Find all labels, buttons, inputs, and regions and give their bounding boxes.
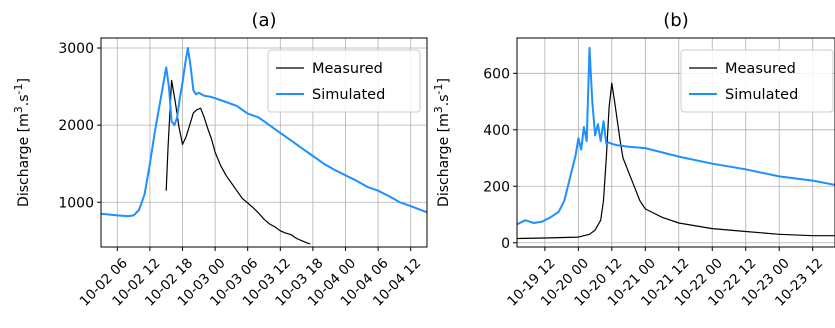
y-tick-label: 0: [501, 236, 510, 252]
y-tick-label: 200: [483, 179, 510, 195]
series-line-measured: [517, 82, 835, 240]
y-axis-label: Discharge [m3.s-1]: [12, 78, 33, 207]
legend-box: [267, 49, 421, 113]
y-tick-label: 400: [483, 123, 510, 139]
chart-title: (b): [663, 10, 688, 31]
legend-label-simulated: Simulated: [725, 87, 798, 103]
chart-title: (a): [251, 10, 276, 31]
plot-frame: [516, 37, 835, 248]
legend-label-measured: Measured: [725, 61, 796, 77]
series-line-measured: [165, 79, 311, 245]
y-axis-label: Discharge [m3.s-1]: [432, 78, 453, 207]
legend-box: [680, 49, 834, 113]
legend-label-simulated: Simulated: [312, 87, 385, 103]
y-tick-label: 600: [483, 66, 510, 82]
series-line-simulated: [517, 46, 835, 226]
y-tick-label: 1000: [58, 195, 94, 211]
legend-label-measured: Measured: [312, 61, 383, 77]
y-tick-label: 3000: [58, 41, 94, 57]
series-line-simulated: [101, 47, 427, 218]
plot-frame: [100, 37, 428, 248]
y-tick-label: 2000: [58, 118, 94, 134]
